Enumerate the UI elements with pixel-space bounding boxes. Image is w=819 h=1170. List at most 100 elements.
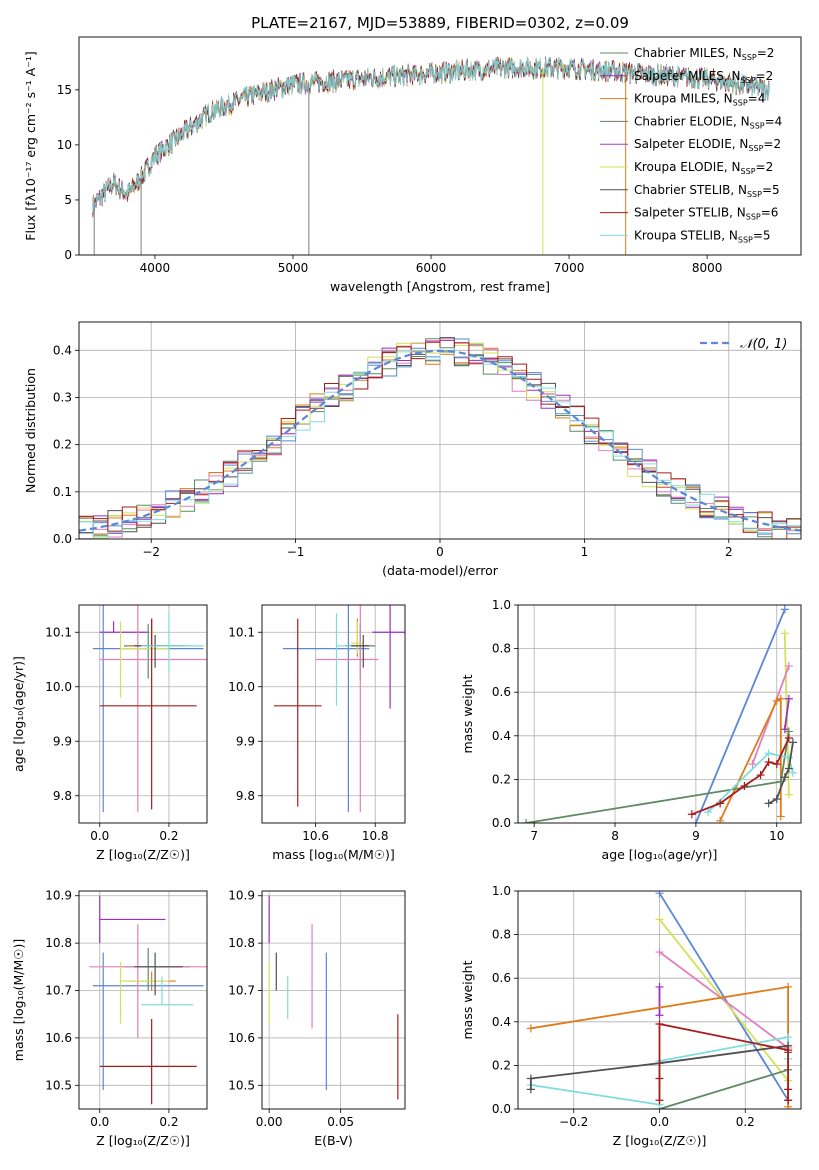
y-tick-label: 0.4 (492, 729, 511, 743)
weight-marker (784, 982, 793, 991)
weight-marker (784, 1085, 793, 1094)
weight-marker (748, 760, 757, 769)
plot-area (518, 891, 801, 1109)
legend-label: Salpeter STELIB, NSSP=6 (634, 206, 778, 222)
x-tick-label: 0.00 (256, 1115, 283, 1129)
weight-marker (655, 915, 664, 924)
y-tick-label: 0.8 (492, 642, 511, 656)
legend-label: Kroupa MILES, NSSP=4 (634, 92, 765, 108)
y-tick-label: 10.8 (45, 936, 72, 950)
weight-marker (655, 1011, 664, 1020)
y-tick-label: 9.8 (53, 789, 72, 803)
legend-label: Chabrier ELODIE, NSSP=4 (634, 114, 782, 130)
y-tick-label: 9.9 (236, 734, 255, 748)
panel-mass_vs_Z: 0.0 0.2 10.5 10.6 10.7 10.8 10.9 Z [log₁₀(Z/Z☉)… (11, 889, 208, 1148)
x-tick-label: 5000 (278, 261, 309, 275)
weight-marker (655, 948, 664, 957)
axes-frame (261, 890, 406, 1110)
weight-line (707, 752, 794, 813)
weight-marker (788, 768, 797, 777)
y-tick-label: 5 (64, 193, 72, 207)
legend-label: Chabrier MILES, NSSP=2 (634, 46, 774, 62)
x-tick-label: −1 (287, 545, 305, 559)
weight-marker (655, 891, 664, 898)
panel-weight_vs_age: 7 8 9 10 0.0 0.2 0.4 0.6 0.8 1.0 age [log₁₀(age/yr… (460, 598, 802, 862)
y-tick-label: 10.9 (45, 889, 72, 903)
y-tick-label: 10.7 (45, 984, 72, 998)
x-tick-label: 7 (530, 829, 538, 843)
x-axis-label: Z [log₁₀(Z/Z☉)] (96, 1133, 190, 1148)
weight-marker (764, 799, 773, 808)
plot-area (79, 891, 207, 1109)
y-tick-label: 0.0 (492, 1102, 511, 1116)
legend-label: Kroupa ELODIE, NSSP=2 (634, 160, 773, 176)
plot-area (518, 605, 801, 823)
weight-marker (740, 781, 749, 790)
x-tick-label: 6000 (416, 261, 447, 275)
weight-marker (780, 605, 789, 614)
x-tick-label: 2 (725, 545, 733, 559)
weight-marker (716, 799, 725, 808)
weight-marker (772, 760, 781, 769)
x-tick-label: 4000 (140, 261, 171, 275)
legend: 𝒩(0, 1) (700, 337, 787, 352)
y-tick-label: 0.6 (492, 685, 511, 699)
y-tick-label: 10 (57, 138, 72, 152)
y-tick-label: 0.1 (53, 485, 72, 499)
weight-marker (776, 694, 785, 703)
weight-marker (756, 771, 765, 780)
weight-marker (526, 1085, 535, 1094)
axes-frame (78, 604, 208, 824)
axes-frame (261, 604, 406, 824)
weight-marker (788, 738, 797, 747)
weight-marker (526, 1074, 535, 1083)
weight-marker (691, 819, 700, 823)
x-axis-label: (data-model)/error (382, 563, 499, 578)
weight-marker (687, 810, 696, 819)
legend-label: Salpeter ELODIE, NSSP=2 (634, 137, 781, 153)
x-axis-label: Z [log₁₀(Z/Z☉)] (613, 1133, 707, 1148)
weight-marker (655, 982, 664, 991)
weight-marker (772, 795, 781, 804)
weight-marker (655, 1096, 664, 1105)
plot-area (262, 891, 405, 1109)
weight-line (658, 951, 789, 1049)
y-tick-label: 0.2 (492, 772, 511, 786)
y-tick-label: 10.0 (45, 680, 72, 694)
y-tick-label: 10.7 (228, 984, 255, 998)
y-tick-label: 0.0 (492, 816, 511, 830)
x-tick-label: −2 (142, 545, 160, 559)
figure-title: PLATE=2167, MJD=53889, FIBERID=0302, z=0… (251, 14, 629, 32)
y-axis-label: Normed distribution (23, 368, 38, 493)
y-tick-label: 0.0 (53, 532, 72, 546)
histogram-line (79, 341, 801, 533)
x-tick-label: 8000 (692, 261, 723, 275)
panel-age_vs_Z: 0.0 0.2 9.8 9.9 10.0 10.1 Z [log₁₀(Z/Z☉)] age [… (11, 604, 208, 862)
y-axis-label: Flux [fλ10⁻¹⁷ erg cm⁻² s⁻¹ A⁻¹] (23, 51, 38, 240)
gaussian-curve (79, 349, 801, 532)
legend-label: Salpeter MILES, NSSP=2 (634, 69, 773, 85)
x-axis-label: Z [log₁₀(Z/Z☉)] (96, 847, 190, 862)
x-tick-label: 0.2 (736, 1115, 755, 1129)
spectrum-model-line (92, 56, 770, 214)
y-tick-label: 0.6 (492, 971, 511, 985)
x-tick-label: 0.0 (90, 829, 109, 843)
weight-marker (764, 757, 773, 766)
y-tick-label: 0.3 (53, 390, 72, 404)
y-axis-label: mass weight (460, 674, 475, 753)
weight-marker (784, 753, 793, 762)
x-tick-label: 0.0 (650, 1115, 669, 1129)
weight-marker (784, 1096, 793, 1105)
y-tick-label: 15 (57, 83, 72, 97)
axes-frame (517, 890, 802, 1110)
histogram-line (79, 347, 801, 538)
x-tick-label: 0.2 (159, 829, 178, 843)
y-axis-label: mass weight (460, 960, 475, 1039)
x-tick-label: 0.2 (159, 1115, 178, 1129)
panel-age_vs_mass: 10.6 10.8 9.8 9.9 10.0 10.1 mass [log₁₀(M/M☉)] (228, 604, 406, 862)
axes-frame (78, 890, 208, 1110)
y-tick-label: 0.4 (492, 1015, 511, 1029)
x-tick-label: 7000 (554, 261, 585, 275)
panel-weight_vs_Z: −0.2 0.0 0.2 0.0 0.2 0.4 0.6 0.8 1.0 Z [log₁₀(Z/Z… (460, 884, 802, 1148)
